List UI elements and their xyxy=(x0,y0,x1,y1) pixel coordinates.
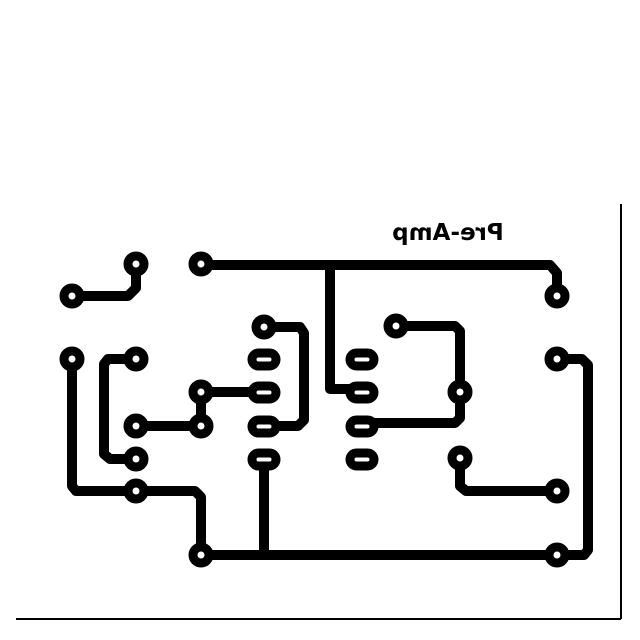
pad xyxy=(188,413,214,439)
trace xyxy=(99,354,141,464)
pad xyxy=(544,346,570,372)
pad xyxy=(383,313,409,339)
pad xyxy=(123,413,149,439)
ic-pad xyxy=(345,448,379,471)
pad xyxy=(188,542,214,568)
trace xyxy=(195,260,562,301)
pad xyxy=(447,379,473,405)
ic-pad xyxy=(247,381,281,404)
pad xyxy=(59,346,85,372)
pad xyxy=(251,314,277,340)
ic-pad xyxy=(345,381,379,404)
ic-pad xyxy=(345,348,379,371)
trace xyxy=(357,321,465,428)
trace xyxy=(552,354,593,560)
pad xyxy=(59,283,85,309)
pad xyxy=(544,283,570,309)
traces xyxy=(67,259,593,560)
ic-pad xyxy=(247,415,281,438)
pad xyxy=(544,478,570,504)
pad xyxy=(188,379,214,405)
board-outline xyxy=(16,204,622,620)
pad xyxy=(123,446,149,472)
pad xyxy=(544,542,570,568)
ic-pad xyxy=(247,348,281,371)
trace xyxy=(259,322,309,431)
board-label: Pre-Amp xyxy=(392,220,504,246)
ic-pad xyxy=(345,415,379,438)
ic-footprint xyxy=(247,348,379,471)
pad xyxy=(123,251,149,277)
pad xyxy=(188,251,214,277)
pad xyxy=(123,478,149,504)
pad xyxy=(447,445,473,471)
pad xyxy=(123,346,149,372)
pads xyxy=(59,251,570,568)
ic-pad xyxy=(247,448,281,471)
trace xyxy=(455,453,562,496)
